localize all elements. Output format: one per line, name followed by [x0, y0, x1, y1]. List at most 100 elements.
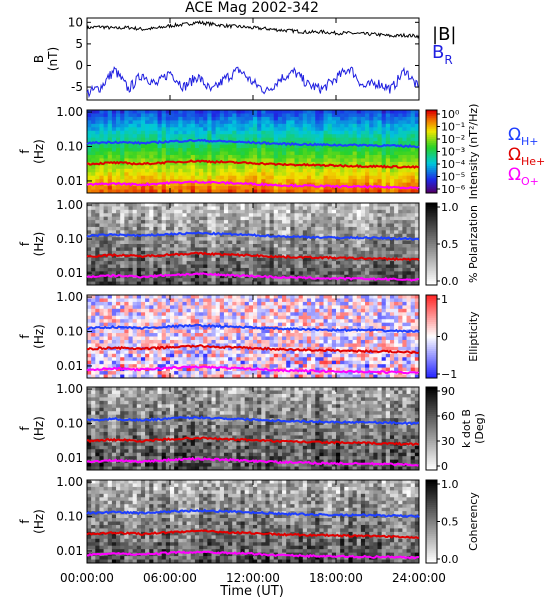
polarization-cell — [336, 203, 341, 207]
intensity-cell — [265, 148, 270, 152]
intensity-cell — [356, 130, 362, 135]
polarization-cell — [99, 233, 104, 238]
polarization-cell — [149, 203, 154, 207]
intensity-cell — [414, 130, 420, 135]
intensity-cell — [402, 179, 407, 184]
polarization-cell — [190, 213, 196, 218]
intensity-cell — [116, 172, 121, 177]
intensity-cell — [315, 154, 320, 159]
intensity-cell — [253, 110, 258, 114]
intensity-cell — [365, 189, 370, 194]
polarization-cell — [199, 209, 204, 214]
intensity-cell — [311, 165, 316, 170]
ellipticity-cell — [240, 364, 246, 369]
polarization-cell — [277, 213, 283, 218]
intensity-cell — [194, 172, 200, 177]
intensity-cell — [207, 189, 212, 194]
polarization-cell — [253, 209, 258, 214]
ellipticity-cell — [124, 371, 129, 375]
ellipticity-cell — [124, 333, 129, 337]
intensity-cell — [103, 123, 109, 128]
intensity-cell — [298, 161, 304, 166]
ellipticity-cell — [161, 315, 167, 320]
polarization-cell — [157, 264, 163, 269]
intensity-cell — [103, 154, 109, 159]
polarization-cell — [95, 281, 100, 286]
ellipticity-cell — [199, 301, 204, 306]
ellipticity-cell — [91, 315, 96, 320]
intensity-cell — [269, 154, 275, 159]
intensity-cell — [336, 144, 341, 149]
intensity-cell — [315, 134, 320, 139]
ellipticity-cell — [145, 350, 150, 355]
intensity-cell — [215, 165, 221, 170]
polarization-cell — [298, 203, 304, 207]
intensity-cell — [323, 116, 329, 121]
polarization-cell — [107, 209, 113, 214]
ellipticity-cell — [190, 371, 196, 375]
polarization-cell — [103, 267, 109, 272]
polarization-cell — [232, 206, 237, 211]
intensity-cell — [406, 127, 412, 132]
polarization-cell — [207, 240, 212, 245]
intensity-cell — [95, 148, 100, 152]
intensity-cell — [199, 161, 204, 166]
intensity-cell — [240, 161, 246, 166]
intensity-cell — [145, 148, 150, 152]
polarization-cell — [344, 203, 349, 207]
intensity-cell — [232, 158, 237, 163]
polarization-cell — [277, 220, 283, 224]
polarization-cell — [406, 271, 412, 276]
intensity-cell — [116, 158, 121, 163]
polarization-cell — [161, 237, 167, 241]
polarization-cell — [228, 233, 233, 238]
polarization-cell — [207, 257, 212, 262]
ellipticity-cell — [236, 322, 241, 327]
polarization-cell — [302, 257, 308, 262]
ellipticity-cell — [219, 295, 225, 299]
intensity-cell — [236, 172, 241, 177]
polarization-cell — [327, 216, 333, 221]
polarization-cell — [377, 278, 383, 282]
ellipticity-cell — [161, 350, 167, 355]
polarization-cell — [124, 247, 129, 252]
ellipticity-cell — [174, 305, 179, 310]
ellipticity-cell — [244, 336, 250, 341]
polarization-cell — [116, 216, 121, 221]
intensity-cell — [190, 137, 196, 142]
polarization-cell — [161, 223, 167, 228]
ellipticity-cell — [253, 360, 258, 365]
polarization-cell — [116, 206, 121, 211]
polarization-cell — [111, 223, 117, 228]
intensity-cell — [344, 165, 349, 170]
intensity-cell — [91, 154, 96, 159]
ellipticity-cell — [219, 308, 225, 313]
intensity-colorbar-step — [426, 159, 437, 163]
ellipticity-cell — [140, 336, 146, 341]
polarization-cell — [87, 244, 92, 248]
polarization-cell — [306, 233, 312, 238]
intensity-cell — [170, 113, 175, 118]
ellipticity-cell — [257, 301, 262, 306]
polarization-cell — [414, 281, 420, 286]
intensity-cell — [95, 165, 100, 170]
intensity-cell — [265, 189, 270, 194]
ellipticity-cell — [140, 298, 146, 303]
intensity-cell — [406, 189, 412, 194]
intensity-cell — [377, 186, 383, 190]
polarization-cell — [327, 244, 333, 248]
ellipticity-cell — [161, 312, 167, 317]
ellipticity-cell — [99, 333, 104, 337]
legend-b-total: |B| — [432, 24, 456, 45]
intensity-cell — [311, 127, 316, 132]
intensity-cell — [136, 134, 142, 139]
ellipticity-cell — [248, 371, 254, 375]
polarization-cell — [327, 267, 333, 272]
ellipticity-cell — [124, 374, 129, 379]
polarization-cell — [340, 278, 345, 282]
ellipticity-cell — [136, 312, 142, 317]
intensity-cell — [149, 175, 154, 180]
polarization-cell — [203, 244, 208, 248]
polarization-cell — [140, 250, 146, 255]
polarization-cell — [228, 278, 233, 282]
